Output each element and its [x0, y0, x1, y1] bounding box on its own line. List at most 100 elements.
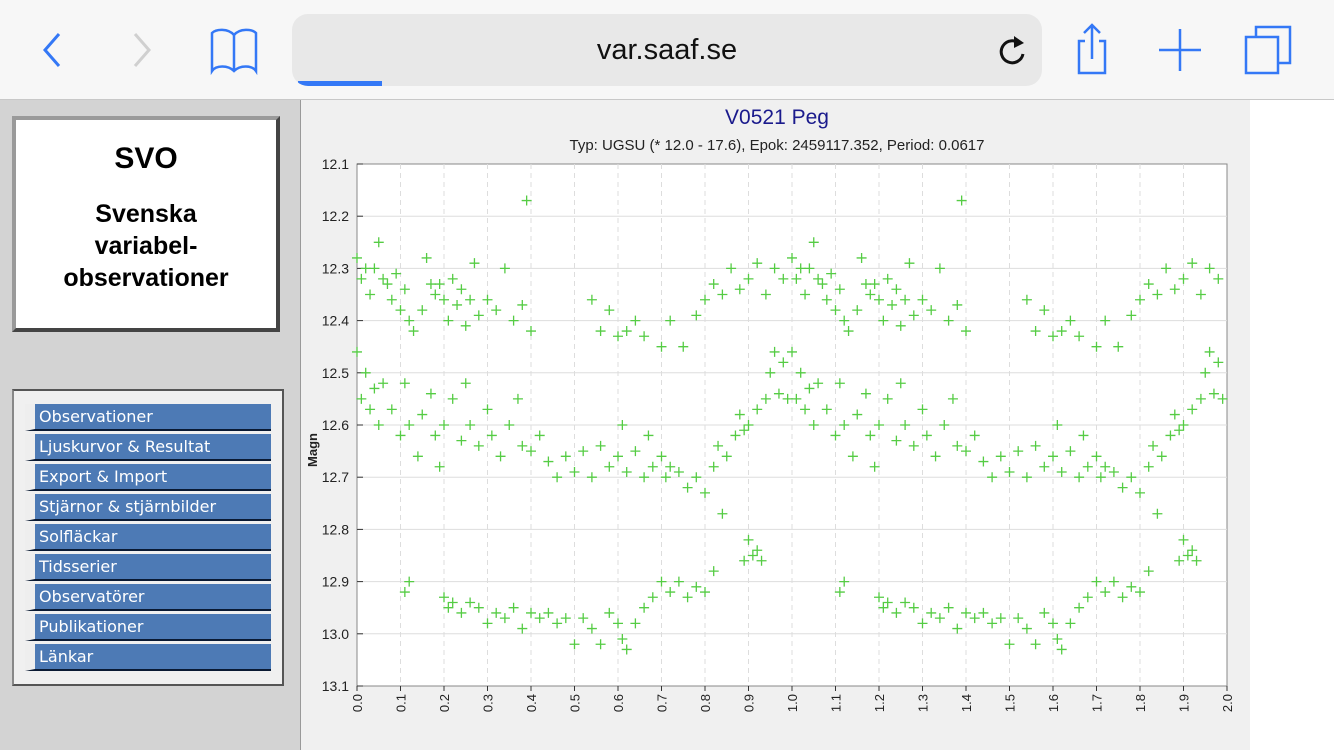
- data-point: [613, 451, 623, 462]
- y-tick-label: 12.8: [322, 521, 349, 537]
- tabs-icon[interactable]: [1240, 22, 1296, 78]
- bookmarks-icon[interactable]: [206, 22, 262, 78]
- data-point: [900, 420, 911, 430]
- data-point: [834, 284, 845, 295]
- data-point: [1191, 555, 1202, 566]
- data-point: [369, 383, 380, 394]
- share-icon[interactable]: [1064, 22, 1120, 78]
- x-tick-label: 0.5: [568, 694, 583, 712]
- data-point: [1039, 607, 1050, 618]
- data-point: [482, 294, 493, 305]
- data-point: [621, 644, 632, 655]
- forward-icon[interactable]: [114, 22, 170, 78]
- data-point: [700, 487, 710, 498]
- data-point: [678, 341, 689, 352]
- data-point: [1208, 388, 1219, 399]
- data-point: [469, 258, 480, 269]
- data-point: [1143, 461, 1154, 472]
- menu-item-lankar[interactable]: Länkar: [25, 644, 271, 671]
- data-point: [365, 289, 376, 300]
- menu-item-stjarnor[interactable]: Stjärnor & stjärnbilder: [25, 494, 271, 521]
- data-point: [1091, 451, 1102, 462]
- back-icon[interactable]: [24, 22, 80, 78]
- data-point: [1187, 258, 1198, 269]
- data-point: [569, 466, 580, 477]
- data-point: [1178, 273, 1189, 284]
- data-point: [586, 472, 597, 483]
- menu-item-export-import[interactable]: Export & Import: [25, 464, 271, 491]
- data-point: [526, 607, 536, 618]
- data-point: [961, 607, 971, 618]
- data-point: [465, 420, 476, 430]
- data-point: [630, 315, 641, 326]
- data-point: [482, 618, 493, 629]
- y-tick-label: 12.9: [322, 574, 349, 590]
- data-point: [1030, 326, 1041, 337]
- data-point: [730, 430, 741, 441]
- data-point: [430, 430, 441, 441]
- data-point: [830, 430, 841, 441]
- data-point: [1095, 472, 1106, 483]
- x-tick-label: 0.7: [655, 694, 670, 712]
- data-point: [891, 284, 902, 295]
- x-tick-label: 0.0: [350, 694, 365, 712]
- x-tick-label: 1.7: [1090, 694, 1105, 712]
- data-point: [534, 430, 545, 441]
- menu-item-publikationer[interactable]: Publikationer: [25, 614, 271, 641]
- new-tab-icon[interactable]: [1152, 22, 1208, 78]
- address-bar[interactable]: var.saaf.se: [292, 14, 1042, 86]
- data-point: [1178, 534, 1189, 545]
- data-point: [1021, 623, 1032, 634]
- data-point: [760, 289, 771, 300]
- data-point: [1165, 430, 1176, 441]
- data-point: [882, 597, 893, 608]
- data-point: [447, 597, 458, 608]
- data-point: [665, 315, 676, 326]
- data-point: [1213, 273, 1224, 284]
- data-point: [1187, 545, 1198, 556]
- data-point: [860, 388, 871, 399]
- data-point: [665, 461, 676, 472]
- data-point: [1100, 587, 1111, 598]
- menu-item-ljuskurvor[interactable]: Ljuskurvor & Resultat: [25, 434, 271, 461]
- data-point: [486, 430, 497, 441]
- data-point: [1213, 357, 1224, 368]
- menu-item-observatorer[interactable]: Observatörer: [25, 584, 271, 611]
- y-tick-label: 12.5: [322, 365, 349, 381]
- data-point: [499, 613, 510, 624]
- y-axis-label: Magn: [305, 433, 320, 467]
- data-point: [360, 367, 371, 378]
- menu-item-tidsserier[interactable]: Tidsserier: [25, 554, 271, 581]
- data-point: [521, 195, 532, 206]
- data-point: [1021, 294, 1032, 305]
- data-point: [365, 404, 376, 415]
- data-point: [787, 346, 797, 357]
- data-point: [839, 315, 850, 326]
- data-point: [878, 602, 889, 613]
- site-logo[interactable]: SVO Svenska variabel- observationer: [12, 116, 280, 332]
- data-point: [508, 315, 519, 326]
- data-point: [630, 446, 641, 457]
- data-point: [1056, 644, 1067, 655]
- menu-item-solflackar[interactable]: Solfläckar: [25, 524, 271, 551]
- data-point: [874, 592, 884, 603]
- reload-icon[interactable]: [994, 30, 1030, 75]
- data-point: [961, 446, 971, 457]
- logo-line: observationer: [63, 264, 229, 292]
- x-tick-label: 2.0: [1220, 694, 1235, 712]
- data-point: [682, 592, 693, 603]
- data-point: [826, 268, 837, 279]
- data-point: [465, 294, 476, 305]
- data-point: [926, 607, 937, 618]
- data-point: [465, 597, 476, 608]
- data-point: [473, 602, 484, 613]
- data-point: [578, 613, 589, 624]
- menu-item-observationer[interactable]: Observationer: [25, 404, 271, 431]
- data-point: [813, 378, 824, 389]
- data-point: [804, 383, 815, 394]
- data-point: [1135, 487, 1145, 498]
- data-point: [878, 315, 889, 326]
- data-point: [934, 613, 945, 624]
- y-tick-label: 13.1: [322, 678, 349, 694]
- data-point: [586, 294, 597, 305]
